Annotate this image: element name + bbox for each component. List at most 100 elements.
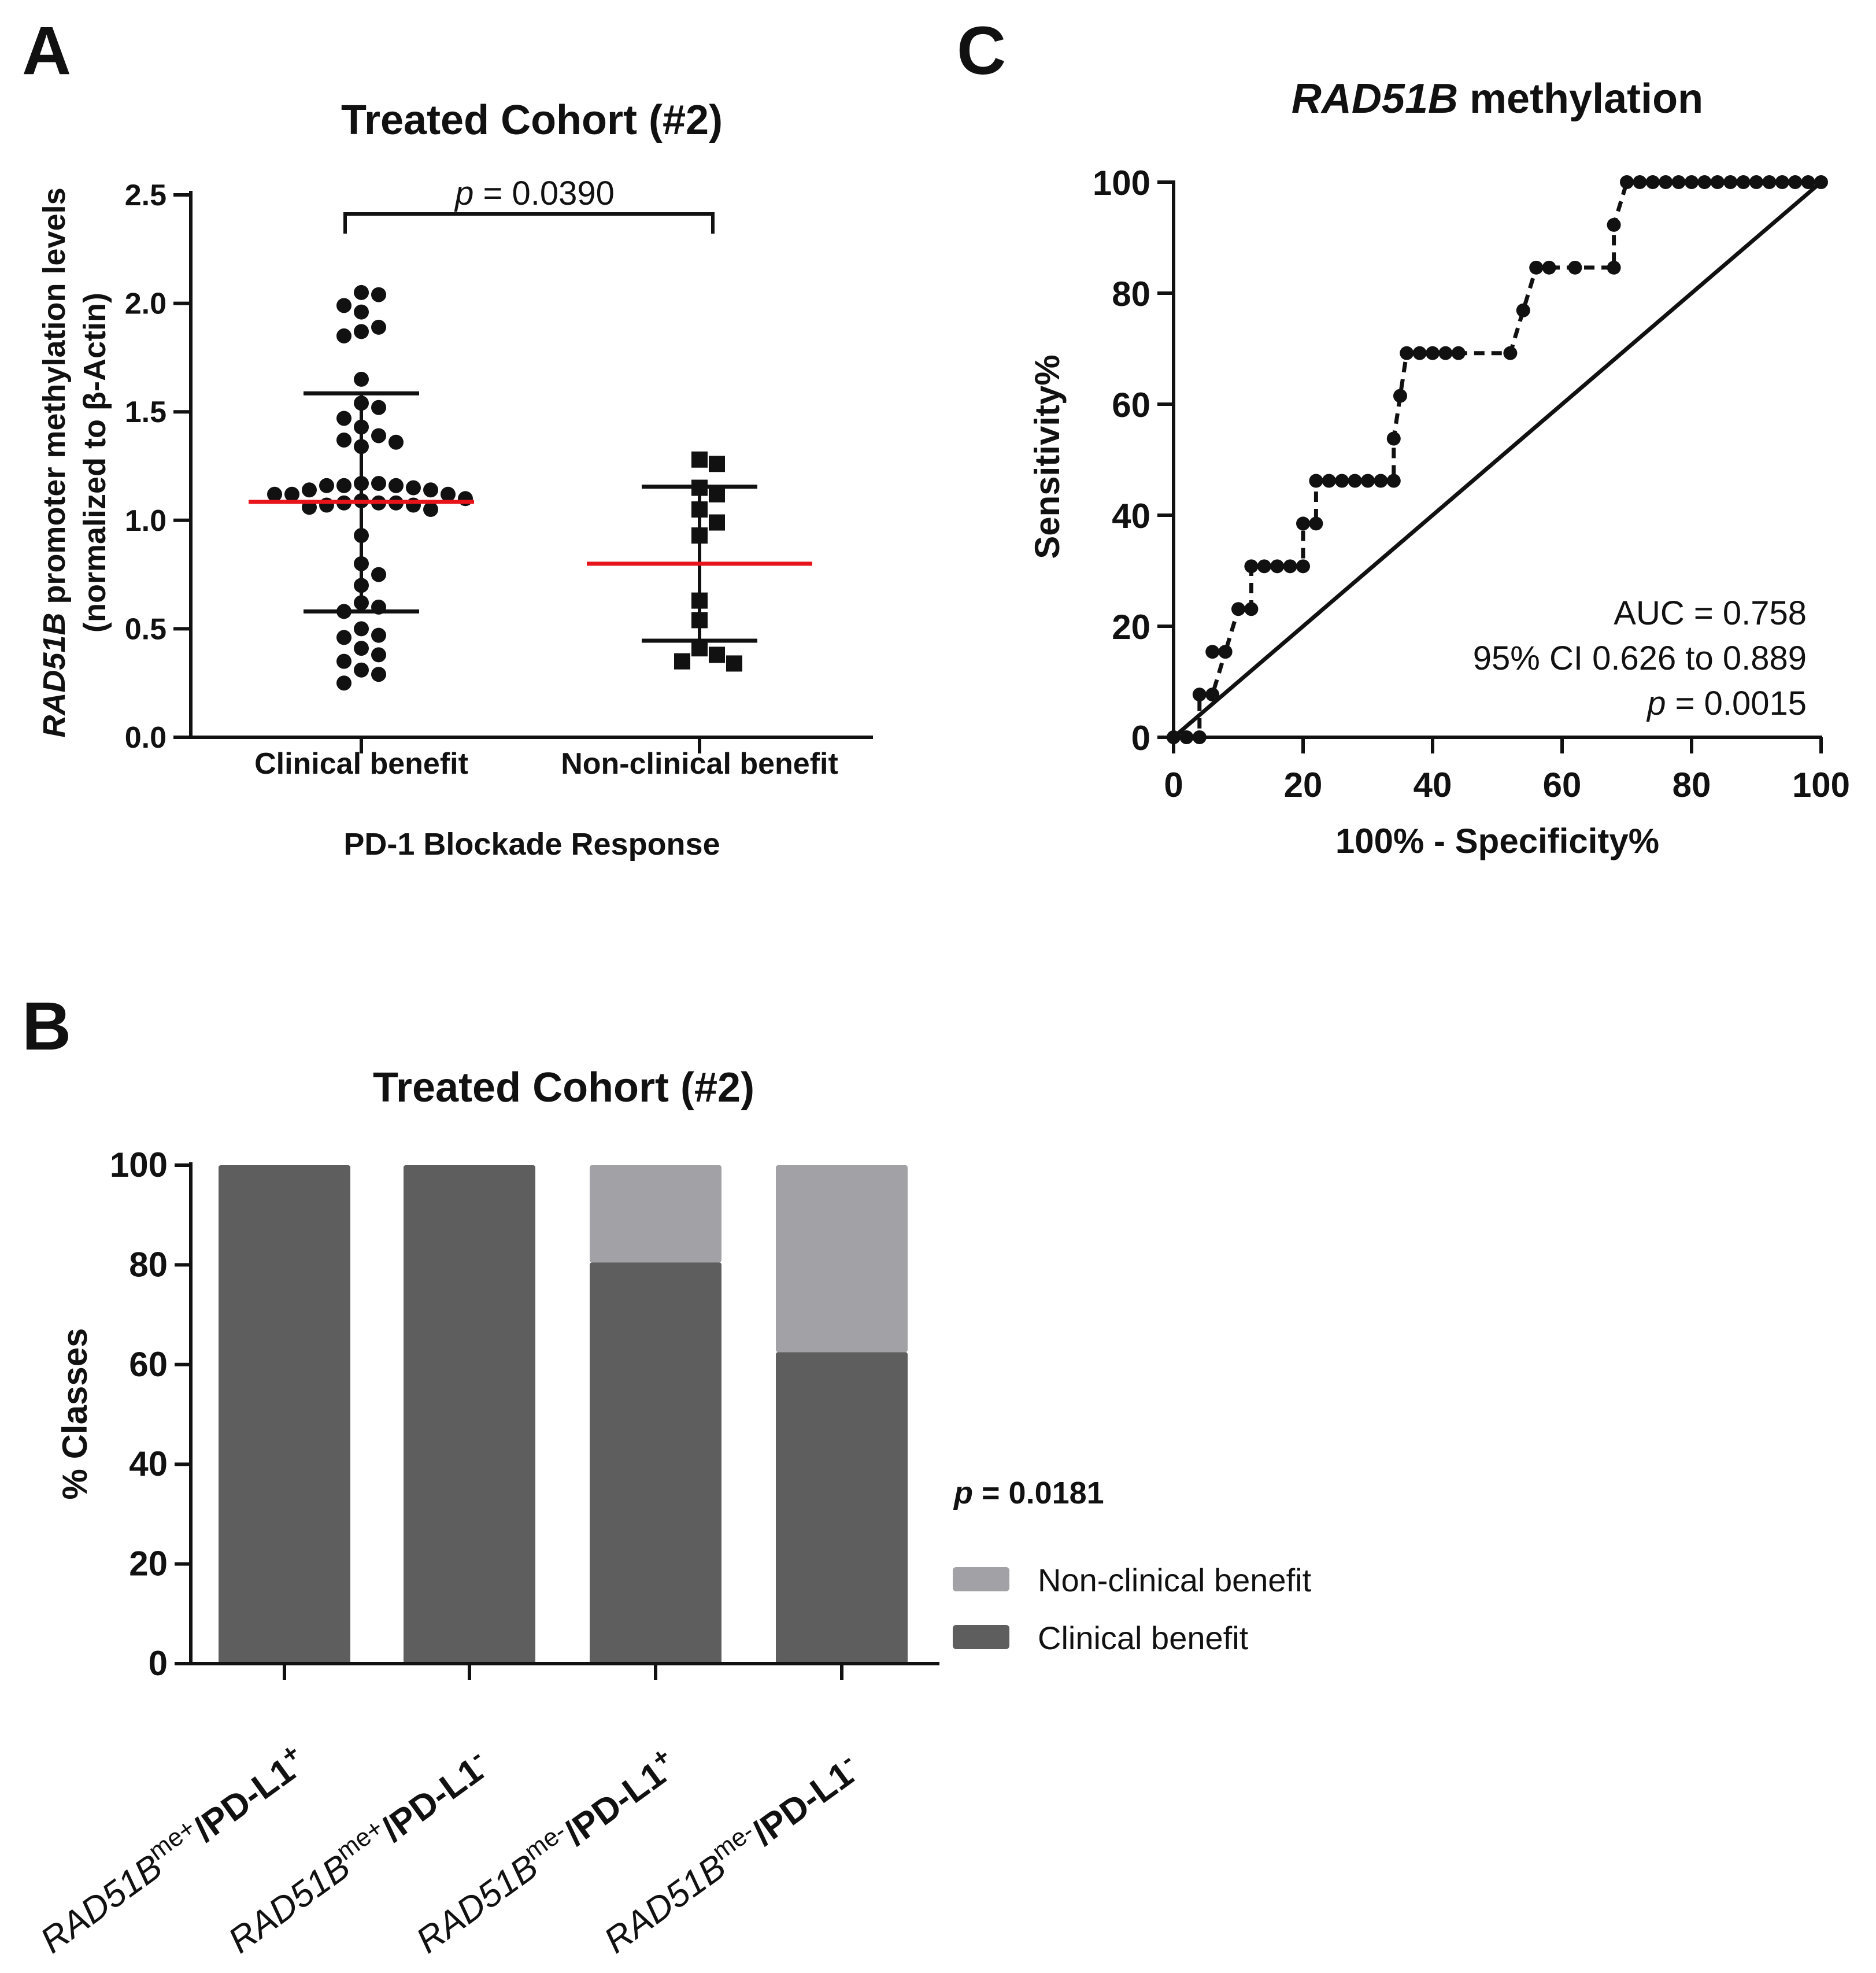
panel-c-roc-point — [1633, 175, 1647, 189]
panel-c-roc-point — [1542, 260, 1556, 275]
panel-c-ci: 95% CI 0.626 to 0.889 — [1473, 640, 1807, 677]
panel-c-roc-point — [1270, 559, 1285, 574]
panel-a-data-point — [371, 567, 386, 582]
panel-a-data-point — [709, 514, 725, 531]
panel-b-ytick-label: 0 — [149, 1644, 168, 1683]
panel-c-roc-point — [1257, 559, 1271, 574]
panel-a-data-point — [354, 621, 369, 637]
panel-a-data-point — [336, 411, 351, 426]
panel-a-data-point — [336, 298, 351, 313]
panel-a-data-point — [302, 482, 317, 498]
panel-c-title-italic: RAD51B — [1292, 76, 1458, 122]
panel-a-data-point — [371, 627, 386, 643]
panel-c-roc-point — [1438, 346, 1453, 360]
panel-c-roc-point — [1374, 474, 1388, 488]
panel-a-y-ticks: 0.0 0.5 1.0 1.5 2.0 2.5 — [125, 179, 191, 755]
panel-c-roc-point — [1697, 175, 1712, 189]
panel-b-pvalue: p = 0.0181 — [953, 1476, 1104, 1510]
panel-a-data-point — [709, 456, 725, 472]
panel-a-significance-bracket — [343, 212, 715, 234]
panel-a-data-point — [371, 428, 386, 444]
panel-a-xtick-label: Clinical benefit — [254, 747, 468, 781]
panel-a-pvalue: p = 0.0390 — [454, 175, 615, 212]
panel-c-title-rest: methylation — [1458, 76, 1703, 122]
panel-b-bar-clinical — [776, 1352, 908, 1664]
panel-c-letter: C — [957, 13, 1006, 89]
panel-a-data-point — [319, 478, 334, 493]
category-gene: RAD51B — [597, 1847, 734, 1961]
panel-c-roc-point — [1179, 730, 1194, 744]
panel-c-roc-point — [1309, 474, 1323, 488]
category-gene: RAD51B — [221, 1847, 358, 1961]
panel-b-category-labels: RAD51Bme+/PD-L1+ RAD51Bme+/PD-L1- RAD51B… — [34, 1738, 861, 1961]
panel-a-data-point — [691, 451, 708, 468]
category-gene: RAD51B — [409, 1847, 546, 1961]
panel-c-roc-point — [1801, 175, 1815, 189]
category-marker: PD-L1 — [195, 1750, 302, 1843]
panel-c-roc-point — [1218, 645, 1233, 659]
panel-a-ylabel-rest: promoter methylation levels — [37, 187, 72, 612]
panel-a-mean-sd — [249, 391, 812, 643]
panel-c-roc-point — [1244, 602, 1259, 616]
panel-c-pvalue-text: = 0.0015 — [1666, 685, 1807, 722]
panel-c-roc-point — [1335, 474, 1349, 488]
panel-b-letter: B — [22, 988, 71, 1065]
panel-c-roc-point — [1529, 260, 1544, 275]
panel-a-data-point — [709, 486, 725, 503]
panel-c-ylabel: Sensitivity% — [1028, 354, 1067, 559]
panel-a-data-point — [354, 285, 369, 300]
panel-a-data-point — [354, 304, 369, 320]
panel-a-xlabel: PD-1 Blockade Response — [343, 827, 720, 862]
panel-b-pvalue-text: = 0.0181 — [973, 1476, 1104, 1510]
panel-c-roc-point — [1607, 217, 1621, 232]
panel-b-bar-non-clinical — [590, 1165, 721, 1263]
panel-a-data-point — [423, 502, 438, 518]
panel-a-data-point — [709, 646, 725, 663]
panel-c-roc-point — [1386, 431, 1401, 446]
panel-c-roc-point — [1386, 474, 1401, 488]
panel-b-title: Treated Cohort (#2) — [373, 1065, 754, 1111]
panel-c-xtick-label: 0 — [1164, 766, 1183, 804]
panel-a-data-point — [336, 675, 351, 691]
panel-c-roc-point — [1231, 602, 1245, 616]
panel-c-roc-point — [1244, 559, 1259, 574]
panel-b-bar-clinical — [404, 1165, 535, 1664]
panel-c-ytick-label: 0 — [1131, 719, 1150, 758]
panel-c-roc-point — [1749, 175, 1763, 189]
panel-a-data-point — [336, 630, 351, 645]
panel-c-xlabel: 100% - Specificity% — [1335, 822, 1659, 860]
legend-label-clinical: Clinical benefit — [1038, 1620, 1249, 1656]
panel-a-data-point — [371, 647, 386, 663]
panel-a-data-point — [284, 486, 299, 502]
panel-c: C RAD51B methylation Sensitivity% 100% -… — [957, 13, 1850, 860]
panel-a-data-point — [371, 476, 386, 492]
panel-c-roc-point — [1762, 175, 1777, 189]
panel-a-ylabel-line1: RAD51B promoter methylation levels — [37, 187, 72, 737]
panel-c-roc-point — [1568, 260, 1582, 275]
legend-swatch-clinical — [953, 1625, 1009, 1649]
panel-a-data-point — [388, 434, 404, 450]
panel-a-data-point — [726, 655, 742, 672]
panel-c-roc-point — [1309, 516, 1323, 531]
panel-a-data-point — [406, 480, 421, 496]
panel-b-ylabel: % Classes — [55, 1328, 94, 1500]
panel-c-ytick-label: 80 — [1112, 275, 1150, 313]
panel-c-roc-point — [1645, 175, 1660, 189]
panel-c-roc-point — [1192, 688, 1207, 702]
panel-c-reference-line — [1172, 180, 1823, 739]
panel-c-xtick-label: 20 — [1284, 766, 1323, 804]
panel-a-ytick-label: 1.5 — [125, 396, 166, 429]
panel-a-ytick-label: 2.0 — [125, 287, 166, 321]
panel-c-points — [1167, 175, 1828, 744]
panel-a-ylabel-line2: (normalized to β-Actin) — [77, 293, 112, 633]
panel-a-data-point — [354, 662, 369, 678]
panel-c-roc-point — [1205, 645, 1220, 659]
category-marker: PD-L1 — [383, 1750, 490, 1843]
panel-b-bar-clinical — [590, 1262, 721, 1664]
panel-c-xtick-label: 80 — [1673, 766, 1711, 804]
panel-c-roc-point — [1296, 516, 1310, 531]
legend-label-non-clinical: Non-clinical benefit — [1038, 1562, 1312, 1598]
panel-c-roc-point — [1814, 175, 1828, 189]
panel-a-letter: A — [22, 13, 71, 89]
panel-c-xtick-label: 60 — [1543, 766, 1582, 804]
